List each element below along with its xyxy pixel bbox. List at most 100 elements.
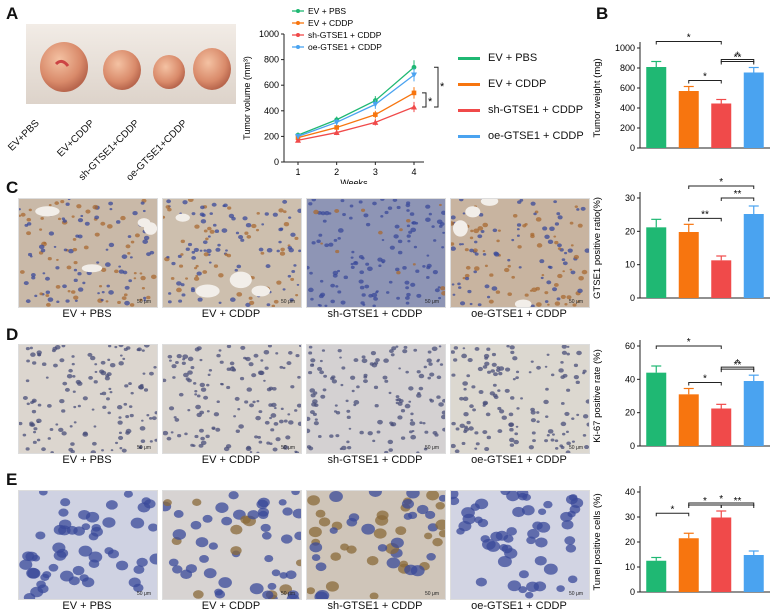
inline-legend-label: sh-GTSE1 + CDDP [308, 30, 382, 40]
micrograph: 50 μm [162, 344, 302, 454]
y-tick-label: 60 [625, 341, 635, 351]
sig-label: * [719, 494, 723, 505]
scale-bar-label: 50 μm [425, 445, 439, 451]
bar [678, 232, 699, 298]
scale-bar-label: 50 μm [569, 445, 583, 451]
micrograph-label: EV + PBS [62, 454, 112, 466]
sig-bracket [720, 504, 755, 508]
y-tick-label: 0 [630, 143, 635, 153]
data-point [411, 90, 417, 96]
panel-letter-b: B [596, 4, 609, 23]
sig-label: * [671, 504, 675, 515]
micrograph-texture: 50 μm [163, 345, 301, 453]
series-line [297, 74, 415, 138]
data-point [411, 64, 417, 70]
y-tick-label: 600 [264, 80, 279, 90]
y-tick-label: 0 [630, 293, 635, 303]
x-tick-label: 1 [295, 167, 300, 177]
y-axis-label: Tunel positive cells (%) [592, 493, 603, 590]
micrograph-label: sh-GTSE1 + CDDP [327, 600, 423, 612]
sig-label: ** [734, 496, 742, 507]
data-point [411, 103, 417, 110]
y-tick-label: 40 [625, 487, 635, 497]
bar [711, 103, 732, 148]
bar [678, 538, 699, 592]
y-tick-label: 30 [625, 512, 635, 522]
bar [743, 555, 764, 592]
y-tick-label: 200 [264, 131, 279, 141]
micrograph-label: oe-GTSE1 + CDDP [471, 308, 567, 320]
micrograph-texture: 50 μm [451, 491, 584, 599]
bar [711, 260, 732, 298]
legend-label: sh-GTSE1 + CDDP [488, 104, 584, 116]
sig-label: ** [734, 53, 742, 64]
sig-bracket [688, 80, 722, 84]
micrograph-label: sh-GTSE1 + CDDP [327, 454, 423, 466]
sig-label: * [687, 33, 691, 44]
bar [646, 372, 667, 446]
panel-letter-d: D [6, 325, 19, 344]
sig-bracket [720, 368, 755, 373]
inline-legend-label: EV + PBS [308, 6, 346, 16]
micrograph: 50 μm [450, 198, 590, 308]
x-axis-label: Weeks [340, 178, 368, 184]
micrograph-label: EV + CDDP [201, 454, 261, 466]
inline-legend-marker [296, 33, 300, 37]
micrograph: 50 μm [306, 344, 446, 454]
y-tick-label: 600 [620, 83, 635, 93]
photo-label: EV+PBS [6, 118, 42, 154]
x-tick-label: 4 [411, 167, 416, 177]
legend-swatch [458, 109, 480, 112]
inline-legend-marker [296, 21, 300, 25]
y-tick-label: 800 [620, 63, 635, 73]
micrograph-texture: 50 μm [307, 491, 445, 599]
sig-bracket [688, 217, 722, 222]
y-tick-label: 0 [630, 587, 635, 597]
micrograph-label: EV + PBS [62, 600, 112, 612]
bar [743, 381, 764, 446]
data-point [372, 119, 379, 125]
bar [646, 560, 667, 592]
sig-bracket [655, 512, 690, 517]
scale-bar-label: 50 μm [425, 299, 439, 305]
bar [646, 67, 667, 148]
micrograph: 50 μm [450, 344, 590, 454]
photo-label: EV+CDDP [55, 118, 97, 160]
micrograph: 50 μm [450, 490, 590, 600]
legend-label: EV + PBS [488, 52, 538, 64]
y-tick-label: 0 [274, 157, 279, 167]
bar [678, 394, 699, 446]
scale-bar-label: 50 μm [281, 591, 295, 597]
y-tick-label: 400 [264, 106, 279, 116]
tumor-photo [26, 24, 236, 104]
legend-swatch [458, 57, 480, 60]
y-tick-label: 200 [620, 123, 635, 133]
data-point [372, 101, 379, 108]
bar [711, 408, 732, 446]
y-tick-label: 800 [264, 55, 279, 65]
y-axis-label: Tumor weight (mg) [592, 58, 603, 137]
sig-label: ** [734, 360, 742, 371]
micrograph: 50 μm [162, 490, 302, 600]
data-point [333, 119, 340, 126]
tumor-4 [193, 48, 231, 90]
micrograph-texture: 50 μm [163, 199, 301, 307]
data-point [411, 72, 417, 78]
panel-letter-c: C [6, 178, 19, 197]
y-tick-label: 400 [620, 103, 635, 113]
inline-legend-marker [296, 9, 300, 13]
sig-bracket [720, 197, 755, 201]
micrograph-label: EV + CDDP [201, 308, 261, 320]
inline-legend-marker [296, 45, 300, 49]
sig-bracket [422, 92, 427, 108]
inline-legend-label: oe-GTSE1 + CDDP [308, 42, 382, 52]
panel-letter-e: E [6, 470, 18, 489]
sig-bracket [655, 41, 722, 45]
micrograph: 50 μm [162, 198, 302, 308]
micrograph: 50 μm [18, 490, 158, 600]
sig-label: * [719, 177, 723, 188]
legend-label: oe-GTSE1 + CDDP [488, 130, 584, 142]
micrograph-texture: 50 μm [451, 345, 589, 453]
